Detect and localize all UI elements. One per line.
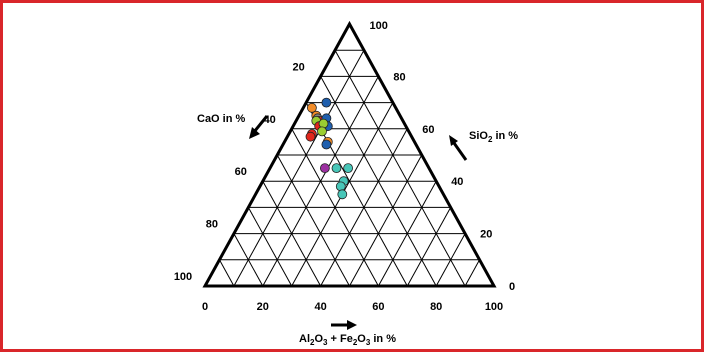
tick-label-cao-100: 100 [174,271,192,283]
sio2-axis-title: SiO2 in % [469,130,518,144]
tick-label-sio2-20: 20 [480,229,492,241]
tick-label-alfe-60: 60 [372,301,384,313]
grid-line-cao-70 [247,207,293,287]
tick-label-sio2-80: 80 [393,71,405,83]
grid-line-alfe-60 [377,180,437,287]
data-point-1 [306,102,317,113]
tick-label-sio2-100: 100 [370,20,388,32]
grid-line-cao-80 [233,233,264,287]
data-point-20 [335,181,346,192]
data-point-15 [321,139,332,150]
grid-line-alfe-50 [349,154,423,287]
triangle-outline [202,20,497,288]
grid-line-alfe-90 [464,259,480,287]
grid [219,49,480,287]
cao-axis-title: CaO in % [197,113,246,125]
tick-label-cao-80: 80 [206,219,218,231]
data-point-17 [319,163,330,174]
grid-line-alfe-80 [435,233,466,287]
tick-label-sio2-0: 0 [509,281,515,293]
tick-label-alfe-20: 20 [257,301,269,313]
cao-direction-arrow [249,115,269,139]
tick-label-alfe-100: 100 [485,301,503,313]
grid-line-cao-90 [219,259,235,287]
tick-label-alfe-40: 40 [314,301,326,313]
tick-label-alfe-80: 80 [430,301,442,313]
tick-label-sio2-40: 40 [451,176,463,188]
al2o3-fe2o3-direction-arrow [331,320,357,330]
data-point-18 [343,163,354,174]
grid-line-alfe-10 [233,49,365,287]
triangle-frame [202,20,497,288]
grid-line-cao-10 [334,49,466,287]
grid-line-cao-60 [262,180,322,287]
grid-line-cao-50 [276,154,350,287]
al2o3-fe2o3-axis-title: Al2O3 + Fe2O3 in % [299,333,396,347]
data-point-9 [321,97,332,108]
tick-label-cao-20: 20 [292,61,304,73]
data-point-13 [317,126,327,137]
tick-label-cao-60: 60 [235,166,247,178]
sio2-direction-arrow [449,135,468,161]
data-point-8 [305,131,316,142]
data-point-21 [337,189,348,200]
tick-label-alfe-0: 0 [202,301,208,313]
data-points [305,97,354,200]
grid-line-alfe-70 [406,207,452,287]
tick-label-sio2-60: 60 [422,124,434,136]
data-point-16 [331,163,342,174]
